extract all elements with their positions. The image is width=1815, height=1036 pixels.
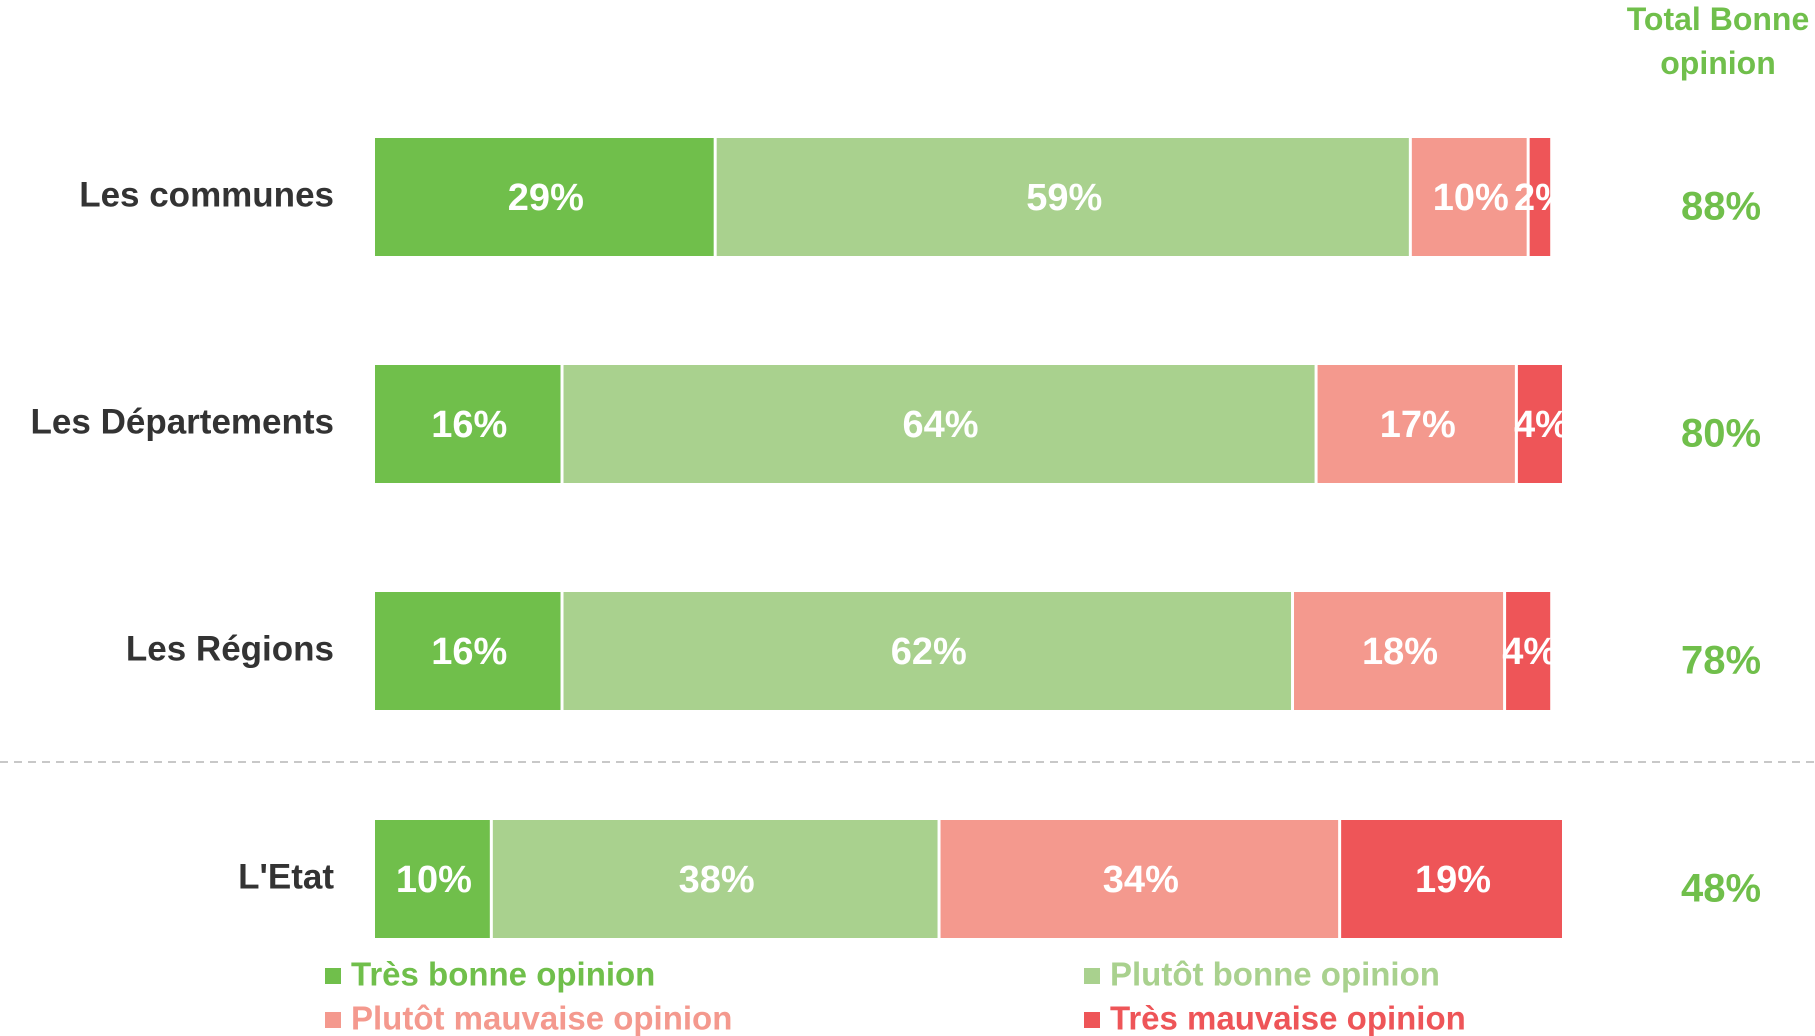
legend-label: Très mauvaise opinion xyxy=(1110,1000,1466,1036)
value-label: 16% xyxy=(431,404,507,446)
value-label: 17% xyxy=(1380,404,1456,446)
total-value: 80% xyxy=(1681,412,1761,456)
bar-segment xyxy=(375,365,561,483)
bar-segment xyxy=(940,820,1339,938)
bar-segment xyxy=(492,820,938,938)
bar-segment xyxy=(716,138,1409,256)
value-label: 2% xyxy=(1514,177,1569,219)
total-value: 88% xyxy=(1681,185,1761,229)
bar-segment xyxy=(1529,138,1551,256)
value-label: 4% xyxy=(1514,404,1569,446)
total-title-line: opinion xyxy=(1660,45,1776,81)
value-label: 29% xyxy=(508,177,584,219)
legend-label: Très bonne opinion xyxy=(351,956,655,993)
bar-segment xyxy=(1411,138,1527,256)
value-label: 18% xyxy=(1362,631,1438,673)
legend-swatch xyxy=(325,968,341,984)
bar-segment xyxy=(1294,592,1504,710)
total-title: Total Bonne opinion xyxy=(1627,1,1810,81)
value-label: 38% xyxy=(679,859,755,901)
legend-swatch xyxy=(1084,1012,1100,1028)
legend-label: Plutôt mauvaise opinion xyxy=(351,1000,732,1036)
value-label: 59% xyxy=(1026,177,1102,219)
value-label: 4% xyxy=(1502,631,1557,673)
legend-swatch xyxy=(325,1012,341,1028)
value-label: 64% xyxy=(903,404,979,446)
value-label: 62% xyxy=(891,631,967,673)
bar-segment xyxy=(1341,820,1562,938)
legend-swatch xyxy=(1084,968,1100,984)
category-label: Les communes xyxy=(79,175,334,214)
category-label: Les Départements xyxy=(31,402,334,441)
bar-segment xyxy=(375,138,714,256)
bar-segment xyxy=(1317,365,1515,483)
bar-segment xyxy=(563,365,1315,483)
total-value: 78% xyxy=(1681,639,1761,683)
total-title-line: Total Bonne xyxy=(1627,1,1810,37)
value-label: 16% xyxy=(431,631,507,673)
bar-segment xyxy=(375,592,561,710)
bar-segment xyxy=(1506,592,1551,710)
value-label: 34% xyxy=(1103,859,1179,901)
total-value: 48% xyxy=(1681,867,1761,911)
category-label: L'Etat xyxy=(238,857,334,896)
bar-segment xyxy=(375,820,490,938)
bar-segment xyxy=(563,592,1292,710)
bar-segment xyxy=(1517,365,1562,483)
legend-label: Plutôt bonne opinion xyxy=(1110,956,1440,993)
value-label: 19% xyxy=(1415,859,1491,901)
category-label: Les Régions xyxy=(126,629,334,668)
value-label: 10% xyxy=(396,859,472,901)
value-label: 10% xyxy=(1433,177,1509,219)
